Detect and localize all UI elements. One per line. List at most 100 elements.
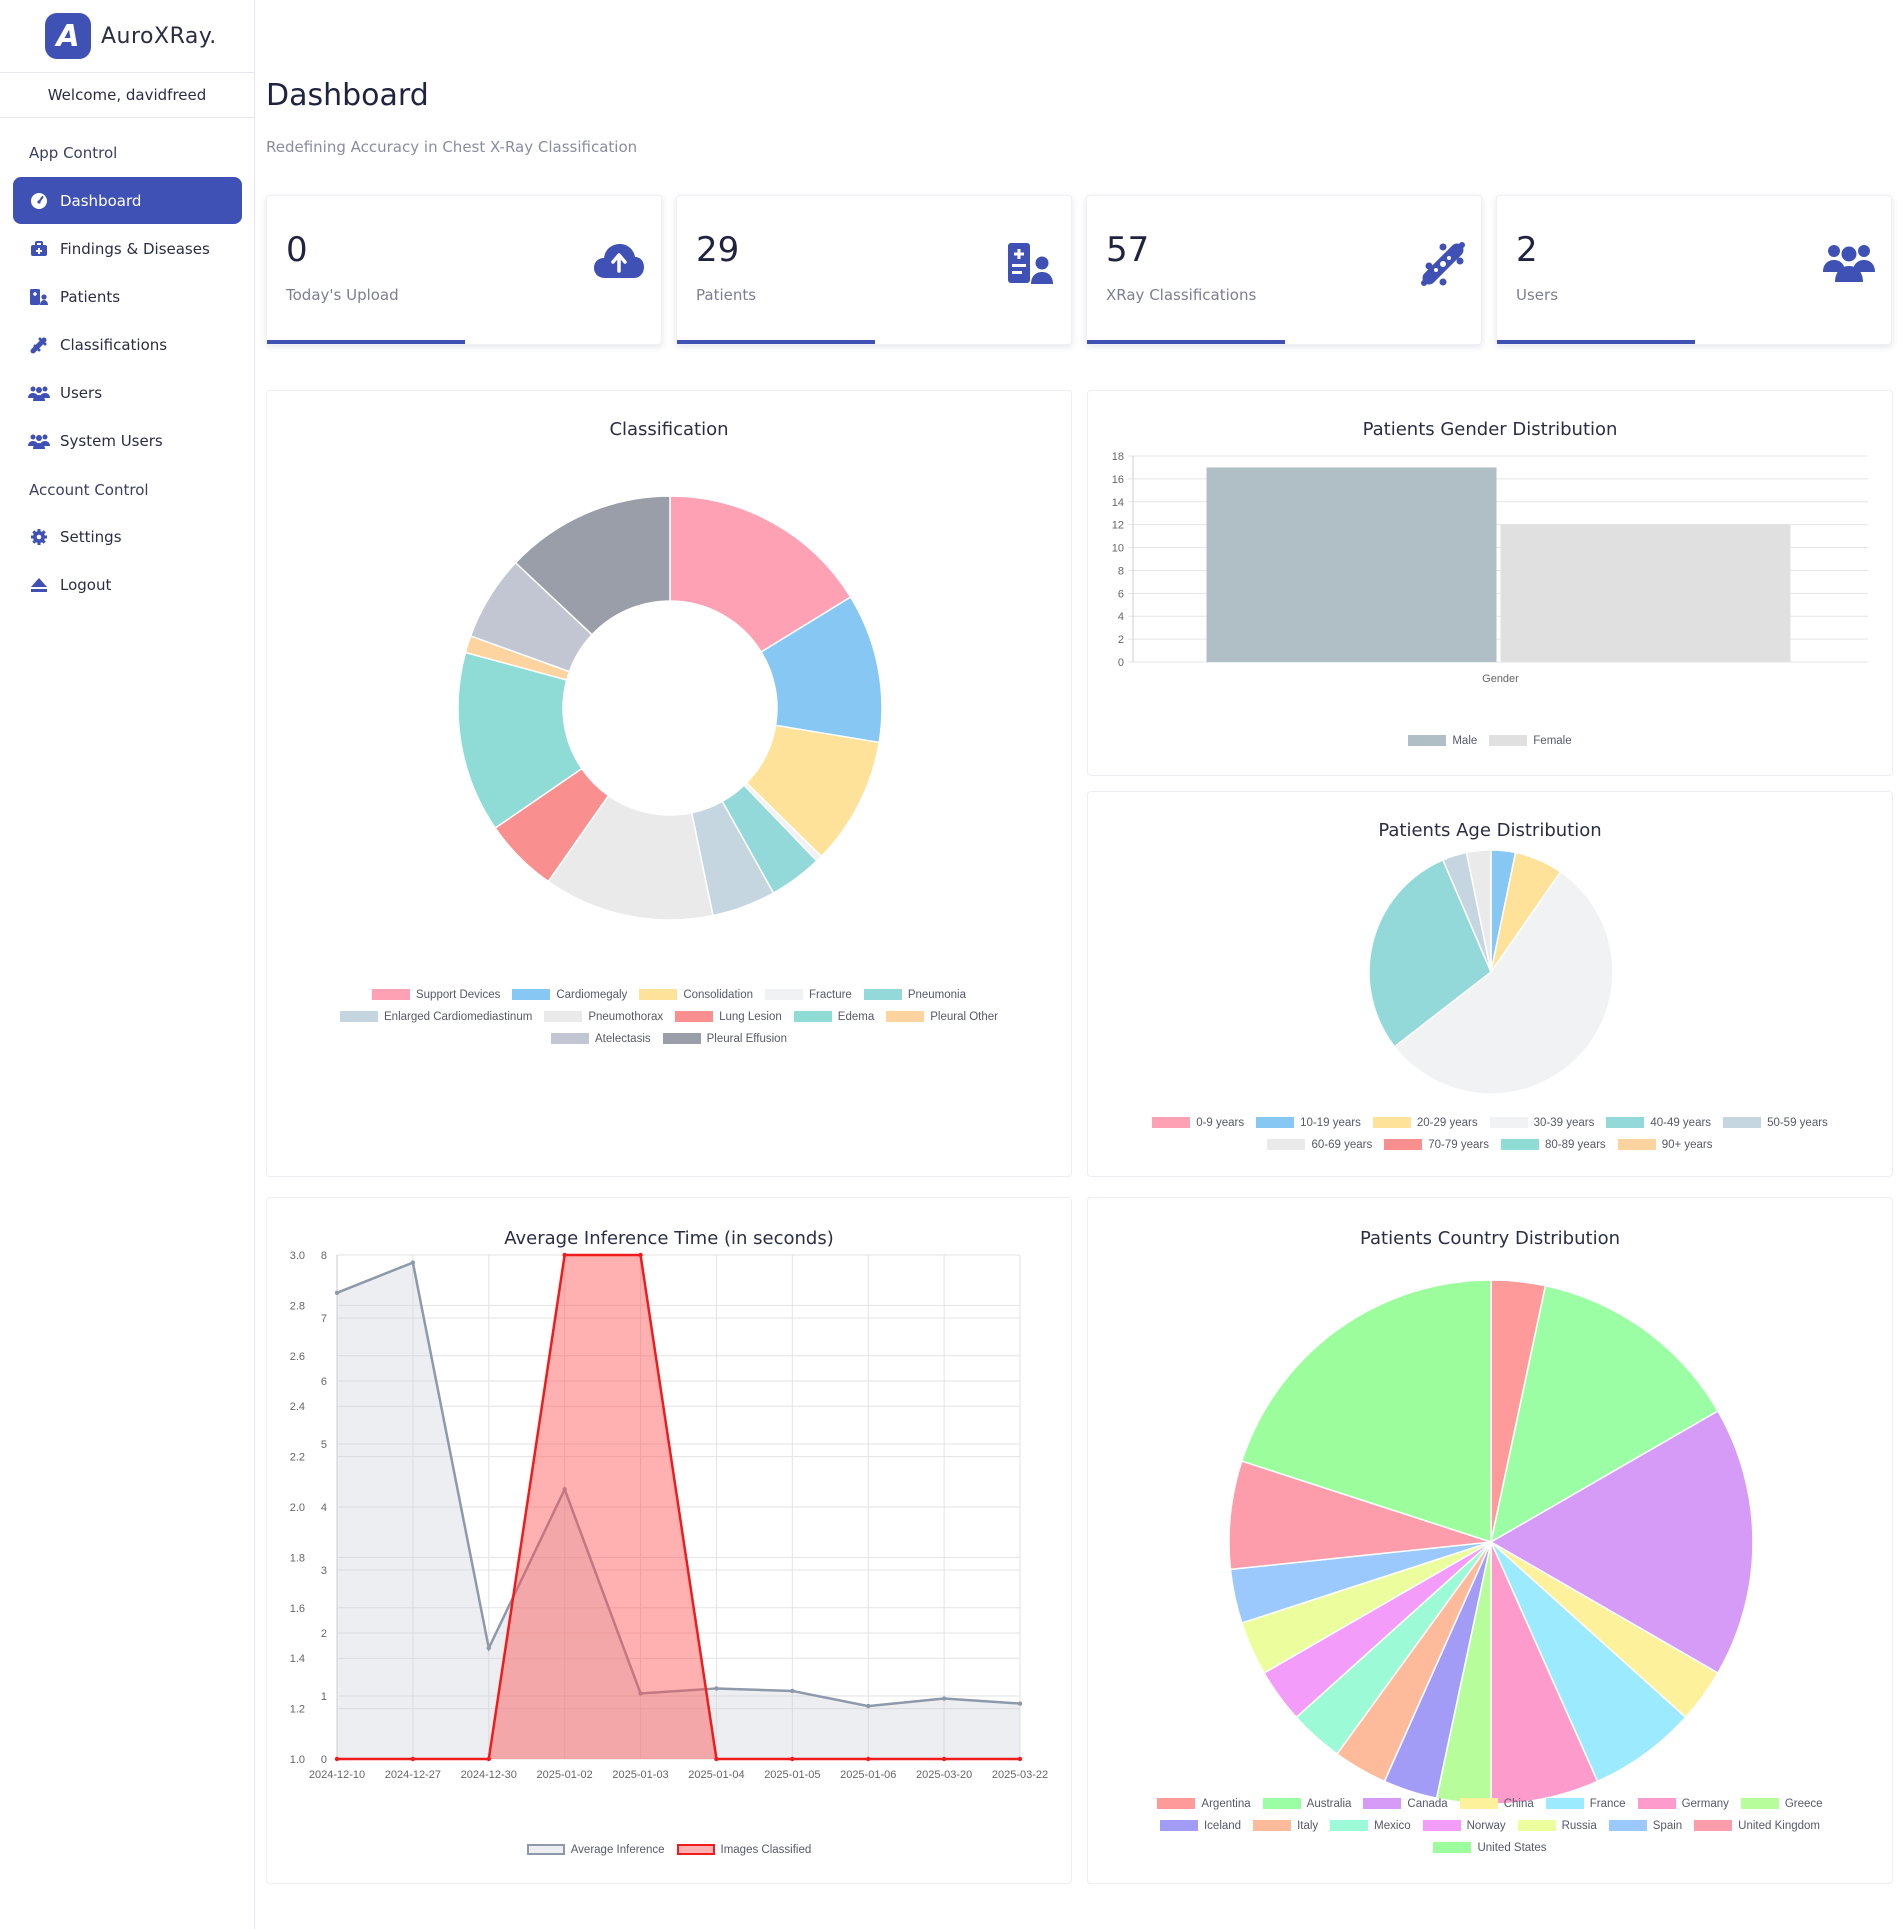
stat-card-patients[interactable]: 29 Patients — [676, 195, 1072, 345]
legend-item[interactable]: Enlarged Cardiomediastinum — [340, 1009, 532, 1024]
country-pie-chart[interactable] — [1088, 1250, 1894, 1810]
legend-item[interactable]: 70-79 years — [1384, 1137, 1489, 1152]
legend-item[interactable]: Argentina — [1157, 1796, 1251, 1811]
data-point[interactable] — [941, 1756, 947, 1762]
legend-item[interactable]: United States — [1433, 1840, 1547, 1855]
pie-slice-united-states[interactable] — [1240, 1279, 1492, 1544]
data-point[interactable] — [562, 1252, 567, 1258]
legend-item[interactable]: 0-9 years — [1152, 1115, 1244, 1130]
data-point[interactable] — [790, 1688, 795, 1694]
legend-item[interactable]: Spain — [1608, 1818, 1682, 1833]
legend-item[interactable]: United Kingdom — [1694, 1818, 1820, 1833]
bar-male[interactable] — [1206, 467, 1497, 662]
sidebar-item-users[interactable]: Users — [13, 369, 242, 416]
legend-item[interactable]: France — [1545, 1796, 1626, 1811]
pie-slice-60-69-years[interactable] — [1465, 849, 1492, 973]
data-point[interactable] — [714, 1686, 719, 1691]
legend-item[interactable]: China — [1459, 1796, 1534, 1811]
legend-item[interactable]: 40-49 years — [1606, 1115, 1711, 1130]
brand[interactable]: A AuroXRay. — [0, 0, 254, 73]
sidebar-item-patients[interactable]: Patients — [13, 273, 242, 320]
legend-item[interactable]: Atelectasis — [551, 1031, 651, 1046]
legend-item[interactable]: Canada — [1363, 1796, 1448, 1811]
data-point[interactable] — [714, 1756, 719, 1762]
sidebar-item-dashboard[interactable]: Dashboard — [13, 177, 242, 224]
data-point[interactable] — [486, 1756, 491, 1762]
sidebar-item-findings[interactable]: Findings & Diseases — [13, 225, 242, 272]
left-y-tick-label: 2.8 — [290, 1300, 305, 1312]
data-point[interactable] — [334, 1290, 340, 1295]
legend-item[interactable]: 90+ years — [1617, 1137, 1713, 1152]
legend-item[interactable]: Cardiomegaly — [512, 987, 627, 1002]
data-point[interactable] — [410, 1756, 416, 1762]
data-point[interactable] — [334, 1756, 340, 1762]
pie-slice-canada[interactable] — [1489, 1409, 1754, 1675]
data-point[interactable] — [1017, 1756, 1023, 1762]
legend-item[interactable]: Lung Lesion — [675, 1009, 782, 1024]
legend-item[interactable]: Iceland — [1159, 1818, 1241, 1833]
legend-item[interactable]: 30-39 years — [1489, 1115, 1594, 1130]
classification-legend[interactable]: Support Devices Cardiomegaly Consolidation… — [267, 987, 1071, 1053]
legend-item[interactable]: Pneumonia — [863, 987, 966, 1002]
legend-item[interactable]: Average Inference — [526, 1842, 665, 1857]
legend-item[interactable]: Edema — [793, 1009, 874, 1024]
gender-legend[interactable]: Male Female — [1088, 733, 1892, 755]
data-point[interactable] — [562, 1487, 567, 1492]
legend-item[interactable]: Female — [1489, 733, 1572, 748]
gender-bar-chart[interactable]: 0 2 4 6 8 10 12 14 16 18 Gender — [1088, 451, 1894, 751]
classification-doughnut-chart[interactable] — [267, 431, 1073, 1021]
country-legend[interactable]: Argentina Australia Canada China France Germa… — [1088, 1796, 1892, 1862]
age-pie-chart[interactable] — [1088, 847, 1894, 1117]
series-line-0[interactable] — [336, 1260, 1021, 1708]
inference-legend[interactable]: Average Inference Images Classified — [267, 1842, 1071, 1864]
sidebar-item-logout[interactable]: Logout — [13, 561, 242, 608]
data-point[interactable] — [486, 1645, 491, 1651]
pie-slice-australia[interactable] — [1489, 1284, 1719, 1544]
data-point[interactable] — [866, 1703, 871, 1709]
pie-slice-support-devices[interactable] — [669, 495, 852, 654]
pie-slice-united-kingdom[interactable] — [1228, 1460, 1492, 1571]
legend-item[interactable]: 20-29 years — [1372, 1115, 1478, 1130]
data-point[interactable] — [410, 1260, 416, 1265]
legend-item[interactable]: Pleural Effusion — [662, 1031, 787, 1046]
pie-slice-30-39-years[interactable] — [1393, 870, 1614, 1095]
data-point[interactable] — [790, 1756, 795, 1762]
series-line-1[interactable] — [337, 1253, 1020, 1761]
legend-item[interactable]: Images Classified — [676, 1842, 811, 1857]
legend-item[interactable]: Germany — [1637, 1796, 1729, 1811]
age-legend[interactable]: 0-9 years 10-19 years 20-29 years 30-39 yea… — [1088, 1115, 1892, 1159]
legend-item[interactable]: Pleural Other — [886, 1009, 998, 1024]
pie-slice-pleural-effusion[interactable] — [514, 495, 671, 636]
data-point[interactable] — [941, 1696, 947, 1701]
legend-item[interactable]: Support Devices — [371, 987, 500, 1002]
legend-item[interactable]: Australia — [1262, 1796, 1351, 1811]
legend-item[interactable]: 10-19 years — [1256, 1115, 1361, 1130]
sidebar-item-settings[interactable]: Settings — [13, 513, 242, 560]
legend-item[interactable]: Fracture — [765, 987, 852, 1002]
bar-female[interactable] — [1500, 524, 1791, 662]
data-point[interactable] — [1017, 1701, 1023, 1706]
pie-slice-edema[interactable] — [457, 651, 583, 830]
legend-item[interactable]: Greece — [1740, 1796, 1823, 1811]
stat-card-users[interactable]: 2 Users — [1496, 195, 1892, 345]
data-point[interactable] — [866, 1756, 871, 1762]
legend-item[interactable]: Consolidation — [639, 987, 753, 1002]
sidebar-item-classifications[interactable]: Classifications — [13, 321, 242, 368]
legend-item[interactable]: 60-69 years — [1267, 1137, 1372, 1152]
legend-item[interactable]: Russia — [1517, 1818, 1597, 1833]
stat-card-uploads[interactable]: 0 Today's Upload — [266, 195, 662, 345]
pie-slice-40-49-years[interactable] — [1368, 858, 1492, 1048]
stat-card-classifications[interactable]: 57 XRay Classifications — [1086, 195, 1482, 345]
legend-item[interactable]: 80-89 years — [1500, 1137, 1606, 1152]
legend-item[interactable]: Male — [1408, 733, 1477, 748]
legend-item[interactable]: Italy — [1253, 1818, 1318, 1833]
pie-slice-france[interactable] — [1490, 1541, 1687, 1783]
legend-item[interactable]: Pneumothorax — [544, 1009, 663, 1024]
legend-item[interactable]: 50-59 years — [1723, 1115, 1828, 1130]
data-point[interactable] — [638, 1252, 643, 1258]
legend-item[interactable]: Norway — [1422, 1818, 1506, 1833]
legend-item[interactable]: Mexico — [1330, 1818, 1411, 1833]
data-point[interactable] — [638, 1691, 643, 1696]
inference-line-chart[interactable]: 1.0 1.2 1.4 1.6 1.8 2.0 2.2 2.4 2.6 2.8 3.0 0 1 2 3 4 5 6… — [267, 1250, 1073, 1830]
sidebar-item-system-users[interactable]: System Users — [13, 417, 242, 464]
